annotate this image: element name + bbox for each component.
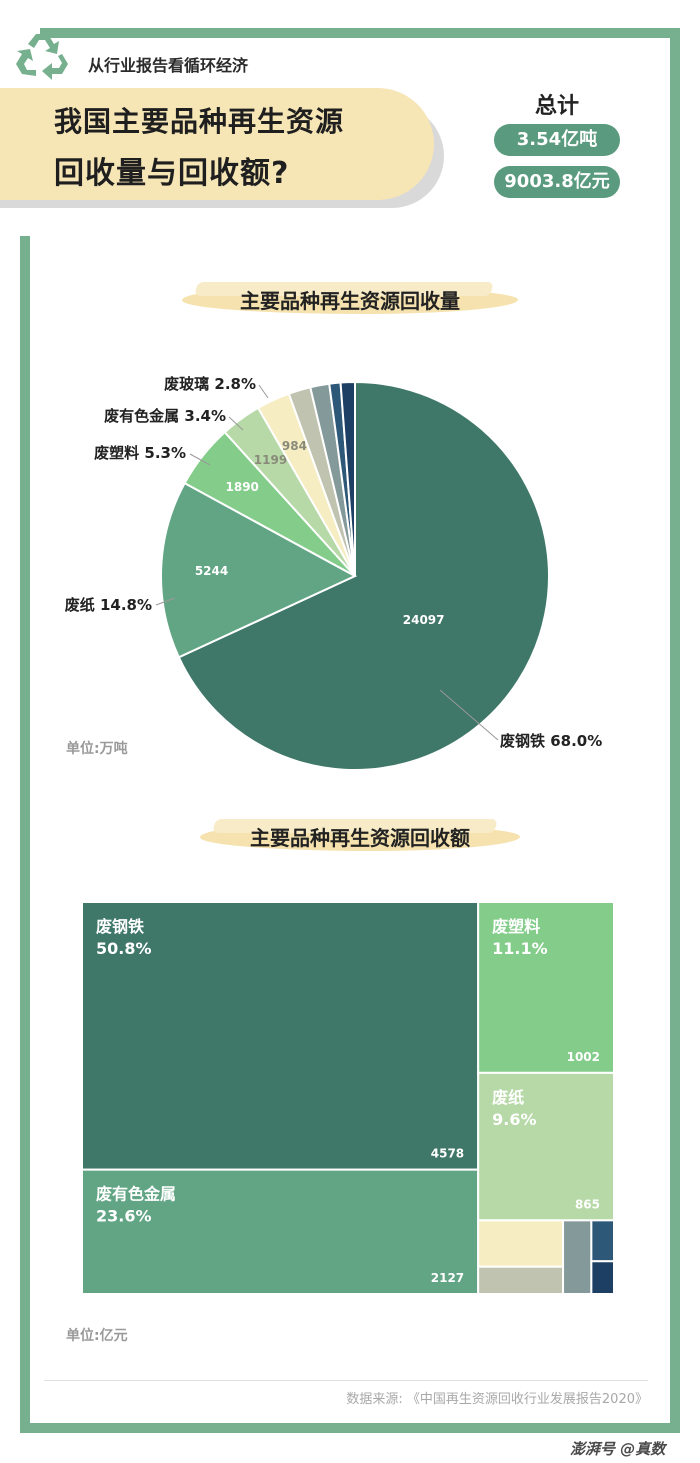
pie-leader-line (258, 384, 269, 399)
treemap-tile-value: 4578 (431, 1147, 464, 1161)
treemap-unit-label: 单位:亿元 (66, 1328, 128, 1344)
pie-section-header: 主要品种再生资源回收量 (178, 280, 522, 318)
treemap-tile-value: 2127 (431, 1271, 464, 1285)
treemap-tile-percent: 11.1% (492, 939, 548, 958)
treemap-tile-value: 865 (575, 1197, 600, 1211)
pie-value-label: 1199 (254, 453, 287, 467)
treemap-tile (590, 1260, 616, 1296)
treemap-tile-percent: 50.8% (96, 939, 152, 958)
treemap-tile (477, 901, 616, 1074)
pie-chart-title: 主要品种再生资源回收量 (240, 288, 460, 313)
page-title-line2: 回收量与回收额? (54, 156, 290, 191)
frame-bottom (20, 1423, 680, 1433)
data-source: 数据来源: 《中国再生资源回收行业发展报告2020》 (346, 1392, 648, 1407)
pie-leader-line (439, 689, 499, 741)
pie-category-label: 废钢铁 68.0% (500, 732, 602, 750)
frame-top (40, 28, 680, 38)
pie-leader-line (228, 416, 244, 431)
frame-left (20, 236, 30, 1433)
total-label: 总计 (534, 94, 579, 119)
pie-slice (160, 481, 358, 659)
title-banner (0, 88, 434, 200)
pie-slice (339, 380, 356, 577)
footer-divider (44, 1380, 648, 1381)
treemap-tile (477, 1219, 565, 1268)
total-volume-badge: 3.54亿吨 (494, 124, 620, 156)
pie-leader-line (155, 597, 176, 606)
treemap-tile-value: 1002 (567, 1050, 600, 1064)
pie-value-label: 24097 (403, 613, 445, 627)
treemap-tile-percent: 23.6% (96, 1207, 152, 1226)
treemap-tile (477, 1071, 616, 1222)
treemap-tile (477, 1265, 565, 1295)
treemap-tile-name: 废有色金属 (96, 1185, 176, 1204)
pie-category-label: 废塑料 5.3% (94, 444, 186, 462)
pie-value-label: 1890 (226, 480, 259, 494)
watermark: 澎湃号 @真数 (570, 1440, 666, 1458)
pie-value-label: 5244 (195, 564, 228, 578)
recycle-icon (16, 34, 68, 80)
pie-category-label: 废有色金属 3.4% (104, 407, 226, 425)
frame-right (670, 28, 680, 1433)
treemap-chart-title: 主要品种再生资源回收额 (250, 825, 470, 850)
treemap-tile-name: 废塑料 (492, 917, 540, 936)
header-subtitle: 从行业报告看循环经济 (88, 56, 249, 75)
treemap-tile-name: 废钢铁 (96, 917, 144, 936)
treemap-tile (590, 1219, 616, 1263)
treemap-tile-percent: 9.6% (492, 1110, 536, 1129)
treemap-tile (562, 1219, 593, 1295)
pie-unit-label: 单位:万吨 (66, 741, 128, 757)
pie-slice (177, 380, 550, 771)
pie-chart: 24097 废钢铁 68.0% 5244 废纸 14.8% 1890 废塑料 5.3% 11… (65, 375, 602, 771)
page-title-line1: 我国主要品种再生资源 (54, 105, 345, 138)
treemap-tile (81, 901, 480, 1171)
pie-value-label: 984 (282, 439, 307, 453)
total-value-badge: 9003.8亿元 (494, 166, 620, 198)
treemap-tile (81, 1168, 480, 1295)
pie-category-label: 废玻璃 2.8% (164, 375, 256, 393)
treemap-chart: 废钢铁 50.8% 4578 废有色金属 23.6% 2127 废塑料 11.1% 1002 废纸… (81, 901, 616, 1296)
pie-category-label: 废纸 14.8% (65, 596, 152, 614)
pie-leader-line (189, 453, 211, 466)
treemap-tile-name: 废纸 (492, 1088, 524, 1107)
treemap-section-header: 主要品种再生资源回收额 (196, 817, 524, 855)
